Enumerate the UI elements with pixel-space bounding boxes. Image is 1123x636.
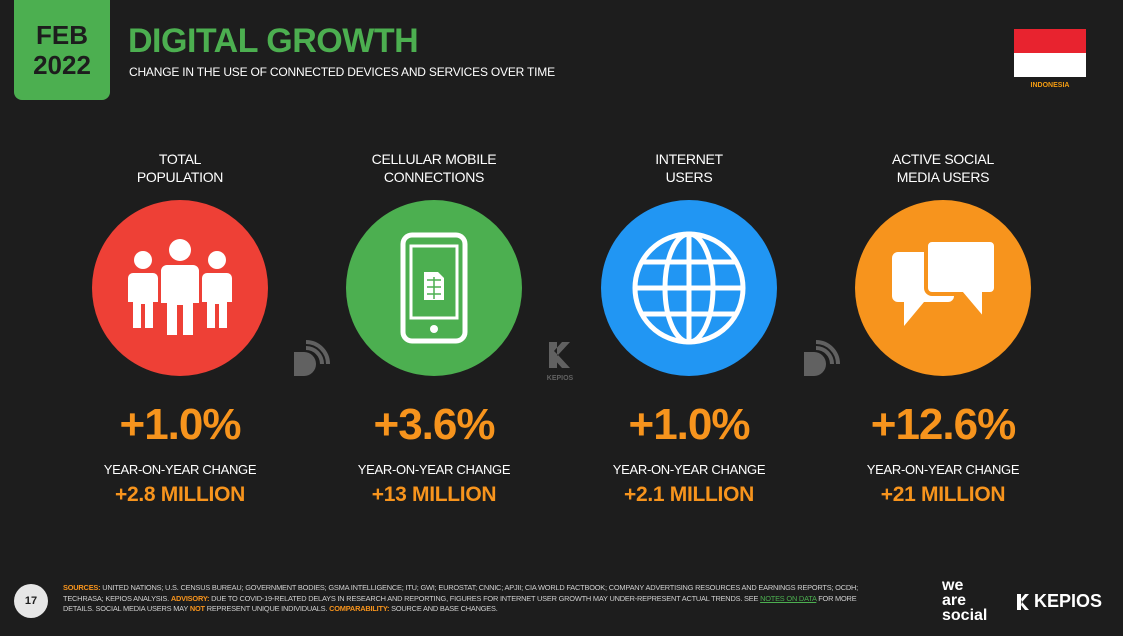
- yoy-label: YEAR-ON-YEAR CHANGE: [612, 462, 766, 477]
- brand-line1: we: [942, 577, 964, 594]
- internet-circle: [601, 200, 777, 376]
- stat-label-line1: TOTAL: [158, 151, 202, 167]
- population-circle: [92, 200, 268, 376]
- kepios-watermark-label: KEPIOS: [546, 375, 574, 382]
- absolute-change: +21 MILLION: [880, 483, 1006, 506]
- stat-label-line2: USERS: [665, 169, 713, 185]
- date-year: 2022: [33, 50, 91, 80]
- kepios-watermark: KEPIOS: [542, 340, 578, 382]
- notes-on-data-link[interactable]: NOTES ON DATA: [760, 593, 817, 603]
- absolute-change: +13 MILLION: [371, 483, 497, 506]
- brand-line3: social: [942, 607, 988, 624]
- date-badge: FEB 2022: [14, 0, 110, 100]
- datareportal-logo-icon: [804, 340, 840, 376]
- date-month: FEB: [36, 20, 88, 50]
- stat-label-line1: INTERNET: [655, 151, 723, 167]
- advisory-label: ADVISORY:: [170, 593, 210, 603]
- globe-icon: [632, 231, 746, 345]
- kepios-brand-text: KEPIOS: [1034, 591, 1103, 611]
- sources-label: SOURCES:: [63, 583, 101, 592]
- social-circle: [855, 200, 1031, 376]
- page-number: 17: [14, 584, 48, 618]
- sources-text: SOURCES: UNITED NATIONS; U.S. CENSUS BUR…: [63, 583, 863, 615]
- stat-cellular-mobile: CELLULAR MOBILE CONNECTIONS +3.6% YEAR-O…: [334, 150, 534, 507]
- brand-line2: are: [942, 592, 967, 609]
- stat-label: INTERNET USERS: [589, 150, 789, 190]
- stat-label-line2: POPULATION: [136, 169, 224, 185]
- stat-label-line2: CONNECTIONS: [383, 169, 485, 185]
- people-icon: [128, 239, 232, 335]
- stat-label: CELLULAR MOBILE CONNECTIONS: [334, 150, 534, 190]
- absolute-change: +2.8 MILLION: [114, 483, 245, 506]
- stat-active-social: ACTIVE SOCIAL MEDIA USERS +12.6% YEAR-ON…: [843, 150, 1043, 507]
- yoy-label: YEAR-ON-YEAR CHANGE: [103, 462, 257, 477]
- comparability-body: SOURCE AND BASE CHANGES.: [391, 604, 498, 613]
- percent-change: +1.0%: [628, 400, 751, 449]
- country-label: INDONESIA: [1030, 82, 1070, 89]
- absolute-change: +2.1 MILLION: [623, 483, 754, 506]
- datareportal-logo-icon: [294, 340, 330, 376]
- phone-sim-icon: [400, 232, 468, 344]
- comparability-label: COMPARABILITY:: [329, 604, 390, 613]
- kepios-logo: KEPIOS: [1016, 591, 1102, 612]
- advisory-body: DUE TO COVID-19-RELATED DELAYS IN RESEAR…: [211, 593, 759, 603]
- yoy-label: YEAR-ON-YEAR CHANGE: [866, 462, 1020, 477]
- percent-change: +12.6%: [870, 400, 1016, 449]
- stat-internet-users: INTERNET USERS +1.0% YEAR-ON-YEAR CHANGE…: [589, 150, 789, 507]
- stat-label-line2: MEDIA USERS: [896, 169, 990, 185]
- percent-change: +3.6%: [373, 400, 496, 449]
- yoy-label: YEAR-ON-YEAR CHANGE: [357, 462, 511, 477]
- kepios-k-icon: [1017, 593, 1029, 610]
- kepios-k-icon: [549, 342, 570, 368]
- chat-bubbles-icon: [892, 240, 998, 326]
- page-title: DIGITAL GROWTH: [128, 22, 419, 60]
- stat-label-line1: ACTIVE SOCIAL: [892, 151, 994, 167]
- percent-change: +1.0%: [119, 400, 242, 449]
- represent-text: REPRESENT UNIQUE INDIVIDUALS.: [206, 604, 328, 613]
- page-subtitle: CHANGE IN THE USE OF CONNECTED DEVICES A…: [129, 65, 555, 79]
- notes-tail: FOR MORE DETAILS. SOCIAL MEDIA USERS MAY: [63, 593, 857, 614]
- we-are-social-logo: we are social: [942, 577, 988, 624]
- indonesia-flag-icon: [1014, 29, 1086, 77]
- stat-label: ACTIVE SOCIAL MEDIA USERS: [843, 150, 1043, 190]
- not-word: NOT: [189, 604, 205, 613]
- mobile-circle: [346, 200, 522, 376]
- stat-label-line1: CELLULAR MOBILE: [371, 151, 497, 167]
- stat-total-population: TOTAL POPULATION +1.0% YEAR-ON-YEAR CHAN…: [80, 150, 280, 507]
- stat-label: TOTAL POPULATION: [80, 150, 280, 190]
- sources-body: UNITED NATIONS; U.S. CENSUS BUREAU; GOVE…: [63, 583, 858, 603]
